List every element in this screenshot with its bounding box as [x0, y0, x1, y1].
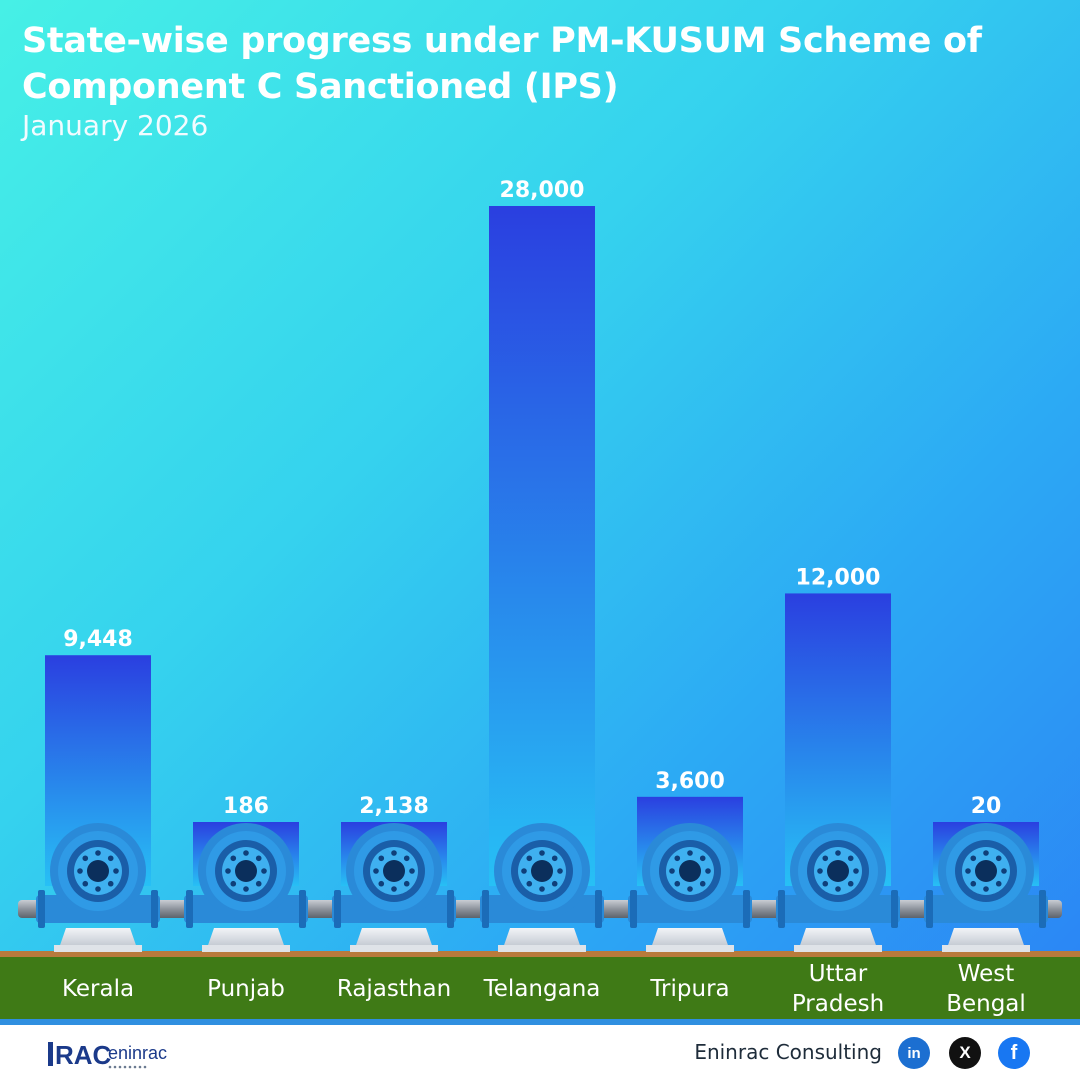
bars-layer: [45, 206, 1039, 886]
chart-title: State-wise progress under PM-KUSUM Schem…: [22, 21, 982, 107]
value-label: 28,000: [500, 178, 585, 203]
value-label: 3,600: [655, 769, 725, 794]
svg-text:eninrac: eninrac: [108, 1043, 167, 1063]
ground-strip: [0, 957, 1080, 1023]
brand-name: Eninrac Consulting: [694, 1040, 882, 1064]
pump-icon: [332, 823, 456, 952]
value-label: 2,138: [359, 794, 429, 819]
x-tick-label: Punjab: [207, 976, 285, 1002]
bar-telangana: [489, 206, 595, 886]
ground-edge: [0, 1019, 1080, 1025]
x-tick-label: Uttar Pradesh: [791, 961, 885, 1017]
pump-icon: [628, 823, 752, 952]
value-label: 186: [223, 794, 269, 819]
chart-subtitle: January 2026: [22, 109, 209, 142]
value-label: 12,000: [796, 565, 881, 590]
logo-text: RAC: [55, 1040, 112, 1070]
pump-icon: [776, 823, 900, 952]
footer: RAC eninrac Eninrac Consulting in X f: [0, 1025, 1080, 1080]
x-tick-label: Tripura: [650, 976, 730, 1002]
x-icon[interactable]: X: [949, 1037, 981, 1069]
linkedin-icon[interactable]: in: [898, 1037, 930, 1069]
eninrac-logo: RAC eninrac: [48, 1040, 167, 1070]
pump-icon: [480, 823, 604, 952]
value-label: 9,448: [63, 627, 133, 652]
x-tick-label: Rajasthan: [336, 976, 452, 1002]
x-tick-label: West Bengal: [946, 961, 1026, 1017]
value-labels-layer: 9,448 186 2,138 28,000 3,600 12,000 20: [63, 178, 1001, 819]
value-label: 20: [971, 794, 1002, 819]
pumps-layer: [36, 823, 1048, 952]
ground-layer: [0, 951, 1080, 1025]
pump-icon: [36, 823, 160, 952]
x-tick-label: Kerala: [61, 976, 135, 1002]
x-axis-labels: Kerala Punjab Rajasthan Telangana Tripura Utt…: [0, 958, 1080, 1020]
facebook-icon[interactable]: f: [998, 1037, 1030, 1069]
pump-icon: [924, 823, 1048, 952]
x-tick-label: Telangana: [483, 976, 601, 1002]
pump-icon: [184, 823, 308, 952]
soil-strip: [0, 951, 1080, 958]
